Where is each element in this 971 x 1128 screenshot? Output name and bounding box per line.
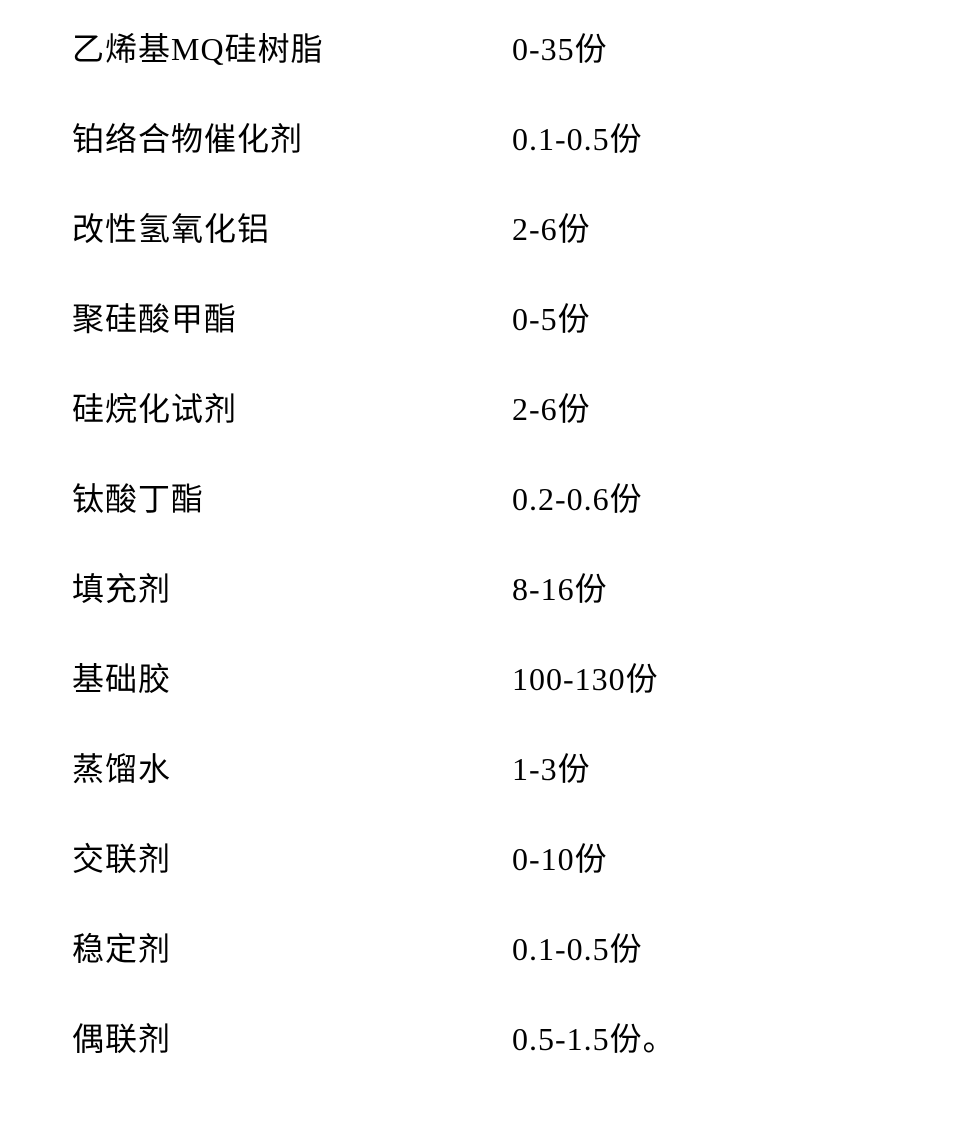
ingredient-value: 0-35份 [512,24,608,70]
ingredient-label: 铂络合物催化剂 [72,114,512,160]
list-item: 硅烷化试剂 2-6份 [72,384,899,430]
list-item: 改性氢氧化铝 2-6份 [72,204,899,250]
ingredient-label: 稳定剂 [72,924,512,970]
ingredient-label: 改性氢氧化铝 [72,204,512,250]
list-item: 聚硅酸甲酯 0-5份 [72,294,899,340]
ingredient-label: 基础胶 [72,654,512,700]
ingredient-value: 0.1-0.5份 [512,114,643,160]
ingredient-value: 8-16份 [512,564,608,610]
ingredient-label: 蒸馏水 [72,744,512,790]
ingredient-value: 0-5份 [512,294,591,340]
list-item: 偶联剂 0.5-1.5份。 [72,1014,899,1060]
list-item: 基础胶 100-130份 [72,654,899,700]
ingredient-label: 聚硅酸甲酯 [72,294,512,340]
list-item: 铂络合物催化剂 0.1-0.5份 [72,114,899,160]
ingredient-label: 偶联剂 [72,1014,512,1060]
ingredient-label: 钛酸丁酯 [72,474,512,520]
list-item: 钛酸丁酯 0.2-0.6份 [72,474,899,520]
ingredient-value: 0.5-1.5份。 [512,1014,676,1060]
ingredient-value: 2-6份 [512,204,591,250]
ingredient-value: 100-130份 [512,654,659,700]
ingredient-value: 2-6份 [512,384,591,430]
ingredient-value: 0.1-0.5份 [512,924,643,970]
ingredient-value: 1-3份 [512,744,591,790]
ingredient-value: 0.2-0.6份 [512,474,643,520]
ingredient-label: 乙烯基MQ硅树脂 [72,24,512,70]
list-item: 乙烯基MQ硅树脂 0-35份 [72,24,899,70]
list-item: 稳定剂 0.1-0.5份 [72,924,899,970]
ingredient-label: 硅烷化试剂 [72,384,512,430]
ingredient-label: 交联剂 [72,834,512,880]
ingredient-value: 0-10份 [512,834,608,880]
ingredient-list: 乙烯基MQ硅树脂 0-35份 铂络合物催化剂 0.1-0.5份 改性氢氧化铝 2… [0,0,971,1128]
list-item: 交联剂 0-10份 [72,834,899,880]
list-item: 蒸馏水 1-3份 [72,744,899,790]
ingredient-label: 填充剂 [72,564,512,610]
list-item: 填充剂 8-16份 [72,564,899,610]
